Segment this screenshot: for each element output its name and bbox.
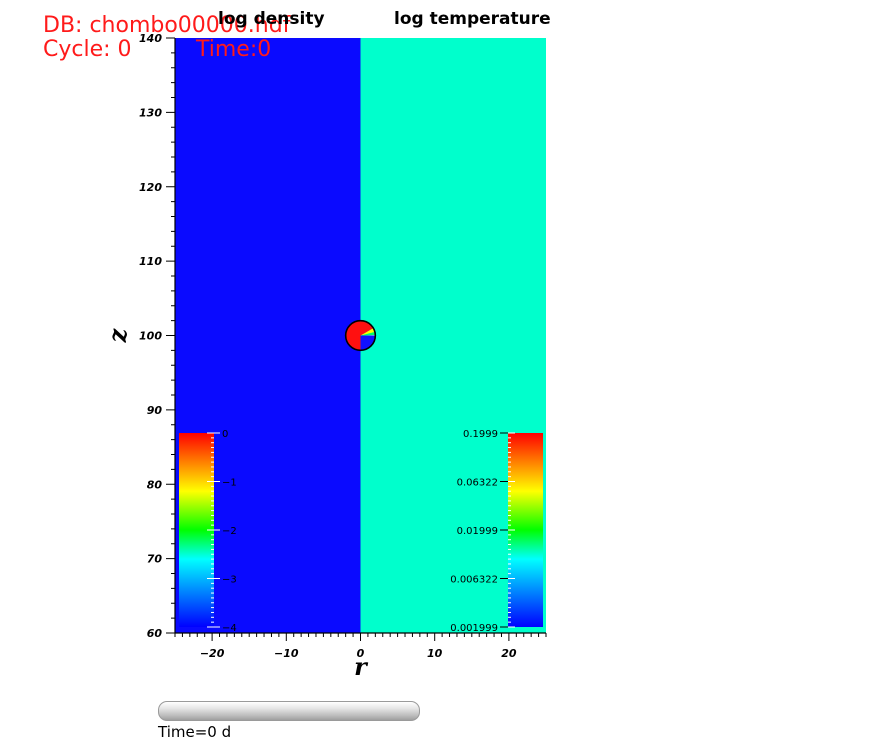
colorbar-1-tick-label: 0.006322 (450, 575, 498, 586)
x-tick-label: −10 (274, 647, 299, 660)
time-label: Time:0 (196, 37, 272, 62)
y-tick-label: 100 (139, 330, 162, 343)
colorbar-0-tick-label: −1 (222, 478, 237, 489)
cloud-wedge-green (360, 331, 376, 336)
colorbar-1-tick-label: 0.06322 (457, 478, 498, 489)
colorbar-0-tick-label: −4 (222, 623, 237, 634)
x-tick-label: 0 (357, 647, 365, 660)
x-tick-label: 10 (427, 647, 443, 660)
cloud-wedge-blue (360, 335, 376, 351)
x-tick-label: −20 (200, 647, 225, 660)
y-tick-label: 120 (139, 181, 162, 194)
y-tick-label: 140 (139, 32, 162, 45)
cloud-outline (344, 319, 377, 352)
y-tick-label: 130 (139, 106, 162, 119)
colorbar-1-tick-label: 0.001999 (450, 623, 498, 634)
left-panel-title: log density (218, 9, 325, 29)
colorbar-0-tick-label: −3 (222, 575, 237, 586)
cloud-wedge-white (360, 334, 376, 336)
x-tick-label: 20 (501, 647, 517, 660)
colorbar-1-tick-label: 0.01999 (457, 526, 498, 537)
colorbar-1-tick-label: 0.1999 (463, 429, 498, 440)
cloud-wedge-yellow (360, 328, 375, 336)
time-slider[interactable] (158, 701, 420, 721)
y-tick-label: 60 (147, 627, 163, 640)
y-tick-label: 80 (147, 478, 163, 491)
right-panel-title: log temperature (394, 9, 551, 29)
time-slider-label: Time=0 d (158, 723, 232, 741)
colorbar-0-tick-label: −2 (222, 526, 237, 537)
y-tick-label: 70 (147, 553, 163, 566)
y-tick-label: 110 (139, 255, 162, 268)
cycle-label: Cycle: 0 (43, 37, 132, 62)
y-tick-label: 90 (147, 404, 163, 417)
colorbar-0-tick-label: 0 (222, 429, 228, 440)
x-axis-label: r (354, 652, 369, 681)
y-axis-label: z (103, 327, 132, 343)
database-label: DB: chombo00000.hdf (43, 13, 291, 38)
cloud-wedge-red (345, 320, 374, 351)
